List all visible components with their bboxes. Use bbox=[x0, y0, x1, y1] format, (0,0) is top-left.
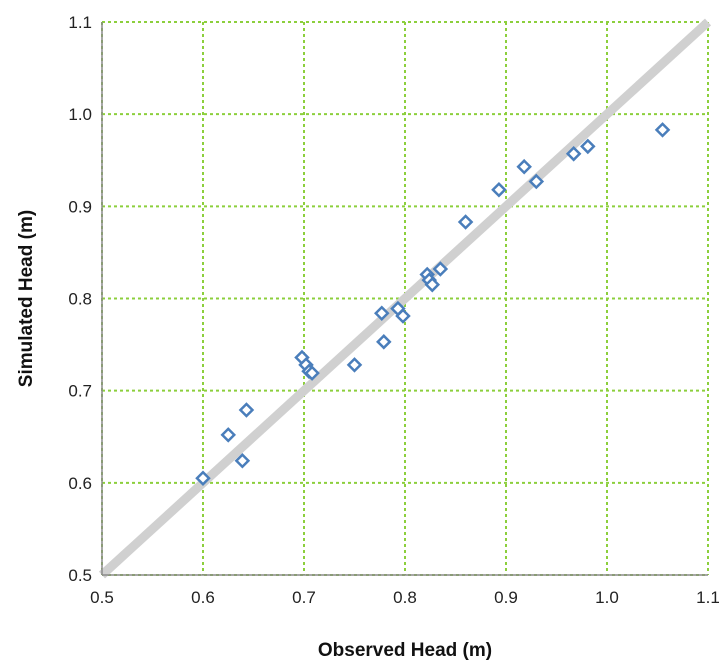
x-axis-title: Observed Head (m) bbox=[318, 640, 492, 661]
data-points bbox=[195, 122, 671, 486]
y-tick-label: 1.0 bbox=[68, 105, 92, 124]
y-tick-label: 0.8 bbox=[68, 290, 92, 309]
data-point bbox=[424, 276, 441, 293]
y-tick-label: 0.7 bbox=[68, 382, 92, 401]
y-axis-title: Simulated Head (m) bbox=[16, 210, 37, 387]
data-point bbox=[491, 181, 507, 198]
data-point bbox=[565, 146, 582, 162]
data-point bbox=[304, 365, 320, 381]
x-tick-label: 0.9 bbox=[494, 588, 518, 607]
x-tick-label: 0.7 bbox=[292, 588, 316, 607]
y-tick-labels: 0.5 0.6 0.7 0.8 0.9 1.0 1.1 bbox=[68, 13, 92, 585]
data-point bbox=[234, 452, 251, 469]
y-tick-label: 0.6 bbox=[68, 474, 92, 493]
x-tick-label: 1.1 bbox=[696, 588, 720, 607]
x-tick-labels: 0.5 0.6 0.7 0.8 0.9 1.0 1.1 bbox=[90, 588, 720, 607]
data-point bbox=[432, 261, 449, 277]
x-tick-label: 0.6 bbox=[191, 588, 215, 607]
data-point bbox=[346, 357, 363, 373]
y-tick-label: 0.5 bbox=[68, 566, 92, 585]
x-tick-label: 1.0 bbox=[595, 588, 619, 607]
data-point bbox=[580, 138, 596, 155]
y-tick-label: 0.9 bbox=[68, 197, 92, 216]
data-point bbox=[195, 470, 211, 486]
data-point bbox=[374, 305, 390, 322]
data-point bbox=[516, 158, 532, 175]
data-point bbox=[528, 173, 545, 190]
x-tick-label: 0.5 bbox=[90, 588, 114, 607]
x-tick-label: 0.8 bbox=[393, 588, 417, 607]
data-point bbox=[238, 402, 255, 418]
data-point bbox=[395, 308, 411, 324]
y-tick-label: 1.1 bbox=[68, 13, 92, 32]
data-point bbox=[457, 214, 474, 230]
data-point bbox=[220, 427, 237, 443]
data-point bbox=[376, 334, 392, 350]
data-point bbox=[654, 122, 671, 138]
